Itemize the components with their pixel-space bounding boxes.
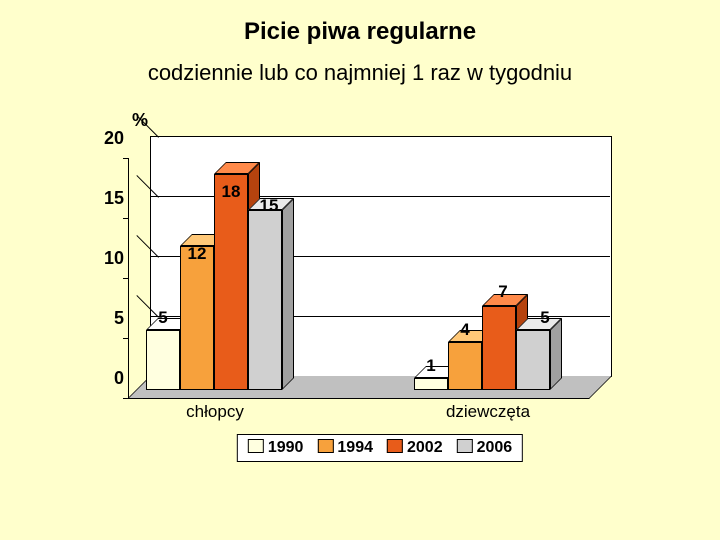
legend-swatch-icon	[457, 439, 473, 453]
bar-dziewczeta-1994	[448, 342, 482, 390]
legend-item-2002: 2002	[387, 439, 443, 457]
ytick-5: 5	[90, 308, 124, 329]
legend-label: 1990	[268, 439, 304, 456]
category-label-dziewczeta: dziewczęta	[418, 402, 558, 422]
bar-chlopcy-1994	[180, 246, 214, 390]
bar-label: 4	[448, 320, 482, 340]
legend-item-1990: 1990	[248, 439, 304, 457]
bar-label: 5	[146, 308, 180, 328]
legend-label: 2006	[477, 439, 513, 456]
category-label-chlopcy: chłopcy	[150, 402, 280, 422]
ytick-20: 20	[90, 128, 124, 149]
y-axis-label: %	[132, 110, 148, 131]
legend-item-2006: 2006	[457, 439, 513, 457]
bar-label: 18	[214, 182, 248, 202]
bar-dziewczeta-1990	[414, 378, 448, 390]
chart-subtitle: codziennie lub co najmniej 1 raz w tygod…	[0, 46, 720, 86]
legend-swatch-icon	[387, 439, 403, 453]
bar-chlopcy-1990	[146, 330, 180, 390]
chart-area: % 20 15 10 5 0 5	[90, 106, 630, 446]
bar-label: 1	[414, 356, 448, 376]
bar-label: 12	[180, 244, 214, 264]
legend: 1990 1994 2002 2006	[237, 434, 523, 462]
gridline	[150, 136, 610, 137]
legend-swatch-icon	[248, 439, 264, 453]
chart-title: Picie piwa regularne	[0, 0, 720, 46]
plot-region: 5 12 18 15 1	[150, 136, 610, 376]
legend-label: 2002	[407, 439, 443, 456]
bar-dziewczeta-2006	[516, 330, 550, 390]
legend-item-1994: 1994	[317, 439, 373, 457]
ytick-10: 10	[90, 248, 124, 269]
legend-label: 1994	[337, 439, 373, 456]
bar-label: 5	[528, 308, 562, 328]
ytick-0: 0	[90, 368, 124, 389]
bar-chlopcy-2002	[214, 174, 248, 390]
ytick-15: 15	[90, 188, 124, 209]
front-axis	[128, 158, 129, 398]
bar-dziewczeta-2002	[482, 306, 516, 390]
legend-swatch-icon	[317, 439, 333, 453]
bar-label: 15	[252, 196, 286, 216]
bar-label: 7	[486, 282, 520, 302]
bar-chlopcy-2006	[248, 210, 282, 390]
